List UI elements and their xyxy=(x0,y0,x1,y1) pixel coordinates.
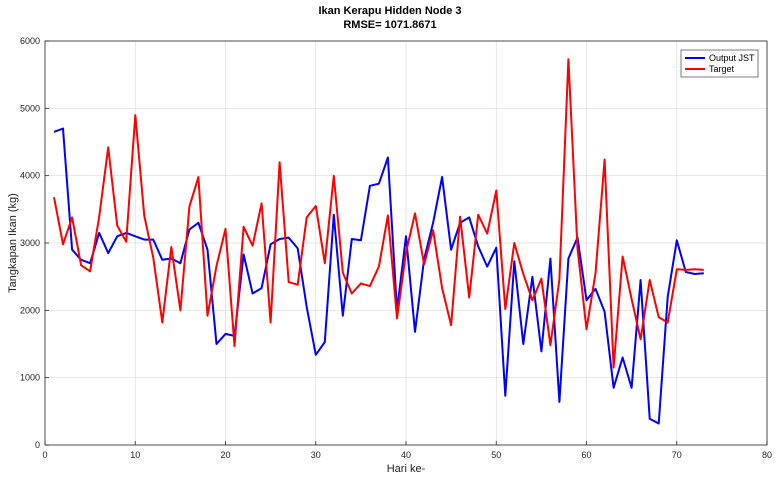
y-tick-label: 3000 xyxy=(20,238,40,248)
y-tick-label: 4000 xyxy=(20,171,40,181)
y-axis-label: Tangkapan Ikan (kg) xyxy=(7,193,19,293)
legend-label-target: Target xyxy=(709,64,735,74)
y-tick-label: 6000 xyxy=(20,36,40,46)
x-tick-label: 10 xyxy=(130,450,140,460)
chart-title: Ikan Kerapu Hidden Node 3 xyxy=(318,5,461,17)
legend: Output JST Target xyxy=(680,49,759,78)
x-axis-label: Hari ke- xyxy=(387,463,426,475)
x-tick-label: 80 xyxy=(762,450,772,460)
legend-box xyxy=(680,49,759,78)
x-tick-label: 30 xyxy=(311,450,321,460)
series-line-target xyxy=(53,58,704,369)
legend-label-output-jst: Output JST xyxy=(709,53,755,63)
x-tick-label: 60 xyxy=(581,450,591,460)
x-tick-label: 0 xyxy=(42,450,47,460)
y-tick-label: 0 xyxy=(35,440,40,450)
series-line-output-jst xyxy=(53,127,704,425)
y-tick-label: 2000 xyxy=(20,305,40,315)
series-layer xyxy=(53,58,704,425)
y-tick-label: 1000 xyxy=(20,373,40,383)
y-axis-ticks: 0 1000 2000 3000 4000 5000 6000 xyxy=(20,36,49,450)
x-axis-ticks: 0 10 20 30 40 50 60 70 80 xyxy=(42,441,772,460)
y-tick-label: 5000 xyxy=(20,103,40,113)
x-tick-label: 20 xyxy=(220,450,230,460)
x-tick-label: 40 xyxy=(401,450,411,460)
chart-subtitle: RMSE= 1071.8671 xyxy=(343,19,436,31)
x-tick-label: 70 xyxy=(672,450,682,460)
x-tick-label: 50 xyxy=(491,450,501,460)
